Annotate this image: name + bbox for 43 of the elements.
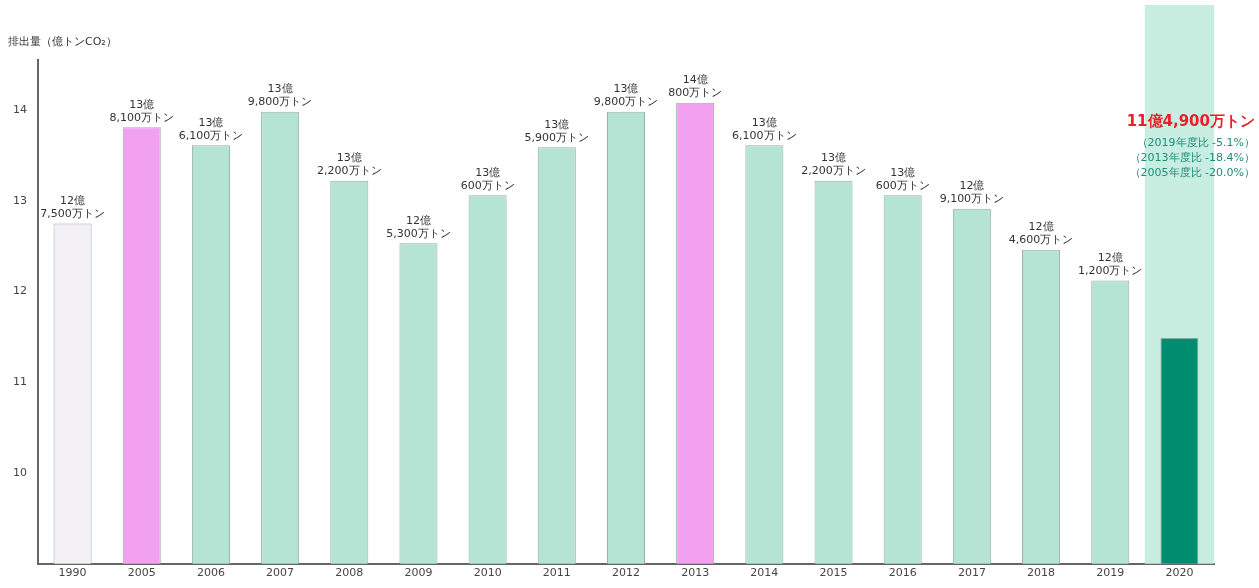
annotation: 13億 2,200万トン	[801, 151, 866, 178]
annotation: 12億 1,200万トン	[1077, 250, 1143, 277]
annotation: （2019年度比 -5.1%）	[1136, 136, 1255, 150]
x-tick-label: 2014	[750, 566, 779, 580]
x-tick-label: 2018	[1027, 566, 1056, 580]
annotation: 13億 600万トン	[460, 165, 515, 192]
x-tick-label: 2009	[404, 566, 433, 580]
x-tick-label: 2007	[266, 566, 295, 580]
y-tick-label: 14	[13, 102, 27, 116]
x-tick-label: 2017	[957, 566, 986, 580]
annotation: 13億 2,200万トン	[317, 151, 382, 178]
y-tick-label: 10	[13, 465, 27, 479]
x-tick-label: 2013	[681, 566, 710, 580]
x-tick-label: 1990	[58, 566, 87, 580]
annotation: （2005年度比 -20.0%）	[1129, 166, 1255, 180]
annotation: 13億 9,800万トン	[247, 82, 313, 109]
x-tick-label: 2006	[196, 566, 225, 580]
annotation: 14億 800万トン	[668, 73, 723, 100]
annotation: 13億 6,100万トン	[732, 115, 797, 142]
annotation: 11億4,900万トン	[1126, 112, 1255, 131]
annotation: 13億 5,900万トン	[524, 117, 590, 144]
annotation: 13億 6,100万トン	[178, 115, 244, 142]
annotation: （2013年度比 -18.4%）	[1129, 151, 1255, 165]
x-tick-label: 2020	[1165, 566, 1194, 580]
annotation: 12億 7,500万トン	[40, 193, 105, 220]
x-tick-label: 2010	[473, 566, 502, 580]
y-tick-label: 11	[13, 375, 27, 389]
x-tick-label: 2015	[819, 566, 848, 580]
x-tick-label: 2005	[127, 566, 156, 580]
x-tick-label: 2016	[888, 566, 917, 580]
x-tick-label: 2008	[335, 566, 364, 580]
y-axis-title: 排出量（億トンCO₂）	[8, 35, 117, 49]
x-tick-label: 2012	[612, 566, 640, 580]
annotation: 12億 5,300万トン	[386, 213, 451, 240]
y-tick-label: 13	[13, 193, 27, 207]
annotation: 12億 9,100万トン	[939, 179, 1005, 206]
annotation: 13億 9,800万トン	[593, 82, 659, 109]
x-tick-label: 2011	[542, 566, 571, 580]
annotation: 13億 600万トン	[875, 165, 930, 192]
annotation: 12億 4,600万トン	[1008, 220, 1074, 247]
x-tick-label: 2019	[1096, 566, 1125, 580]
annotation: 13億 8,100万トン	[109, 97, 175, 124]
y-tick-label: 12	[13, 284, 27, 298]
